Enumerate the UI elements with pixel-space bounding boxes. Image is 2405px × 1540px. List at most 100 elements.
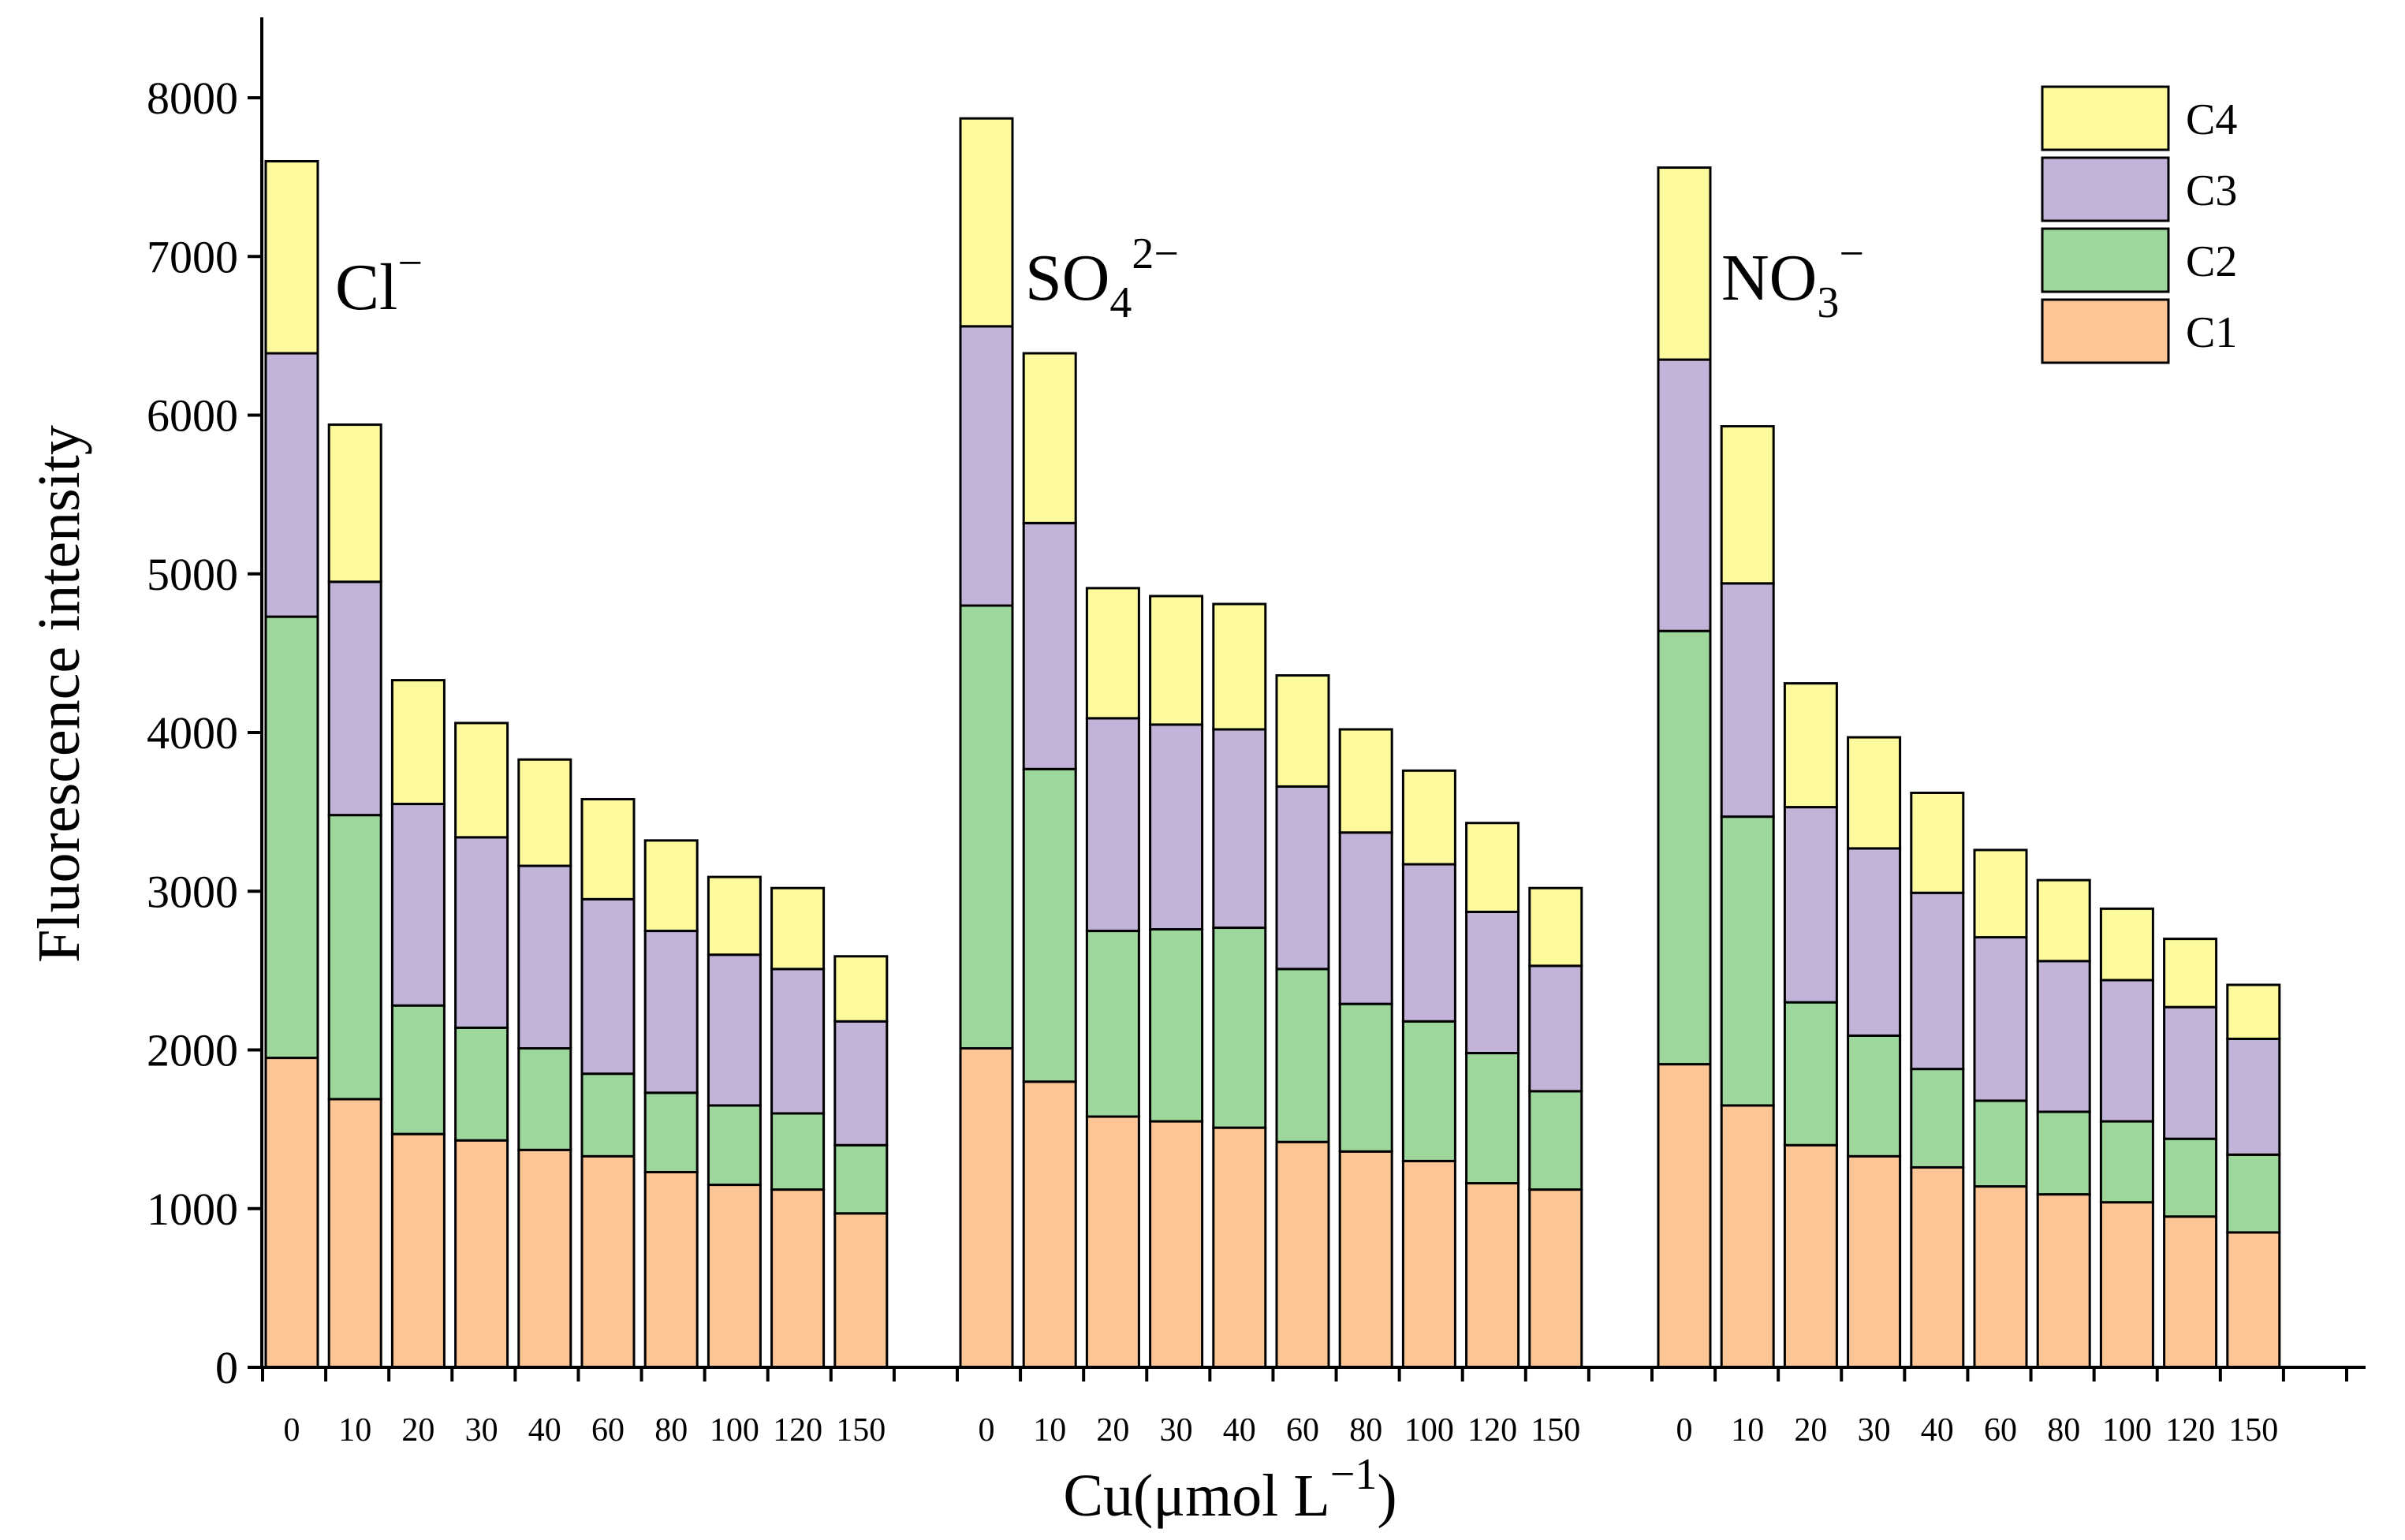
bar-2-0-c2	[959, 604, 1014, 1050]
bar-3-30-c4	[1847, 736, 1902, 850]
bar-1-30-c3	[454, 836, 509, 1029]
bar-1-30-c1	[454, 1139, 509, 1369]
bar-3-60-c4	[1973, 848, 2028, 939]
x-tick-label: 150	[836, 1412, 886, 1449]
bar-3-150-c3	[2226, 1037, 2281, 1156]
group-label: NO3−	[1721, 229, 1864, 327]
x-tick-label: 40	[528, 1412, 561, 1449]
bar-2-150-c3	[1528, 964, 1583, 1093]
x-tick-label: 10	[338, 1412, 371, 1449]
bar-2-80-c3	[1338, 831, 1393, 1005]
y-axis-title: Fluorescence intensity	[26, 425, 92, 963]
x-tick-label: 150	[1531, 1412, 1580, 1449]
bar-3-80-c4	[2036, 878, 2091, 963]
bar-2-60-c4	[1275, 674, 1330, 788]
x-tick-label: 0	[979, 1412, 995, 1449]
legend-swatch-c4	[2041, 85, 2170, 151]
bar-3-150-c4	[2226, 983, 2281, 1040]
x-tick-label: 30	[1160, 1412, 1193, 1449]
bar-1-0-c2	[264, 615, 319, 1060]
bar-3-0-c3	[1657, 358, 1712, 632]
bar-3-150-c1	[2226, 1231, 2281, 1369]
bar-1-40-c3	[517, 864, 572, 1050]
bar-3-0-c1	[1657, 1063, 1712, 1369]
x-tick-label: 30	[465, 1412, 498, 1449]
bar-3-100-c1	[2099, 1201, 2154, 1369]
y-tick-label: 5000	[147, 549, 238, 600]
bar-1-10-c4	[327, 423, 382, 584]
bar-1-150-c1	[833, 1212, 889, 1369]
y-tick-label: 7000	[147, 231, 238, 282]
x-tick-label: 80	[2047, 1412, 2080, 1449]
x-tick-label: 0	[1676, 1412, 1693, 1449]
x-axis-title: Cu(μmol L−1)	[1063, 1450, 1396, 1529]
x-tick-label: 10	[1033, 1412, 1066, 1449]
x-tick-label: 40	[1921, 1412, 1954, 1449]
bar-1-30-c2	[454, 1026, 509, 1142]
bar-3-120-c1	[2163, 1215, 2218, 1369]
x-tick-label: 100	[2102, 1412, 2152, 1449]
legend-swatch-c1	[2041, 298, 2170, 364]
x-tick-label: 20	[1096, 1412, 1129, 1449]
bar-3-30-c3	[1847, 847, 1902, 1037]
bar-1-60-c2	[580, 1072, 636, 1158]
x-tick-label: 100	[1404, 1412, 1454, 1449]
bar-1-100-c4	[707, 875, 762, 956]
bar-3-60-c1	[1973, 1185, 2028, 1369]
bar-3-10-c4	[1720, 425, 1775, 585]
bar-1-10-c2	[327, 814, 382, 1101]
bar-3-80-c1	[2036, 1193, 2091, 1369]
bar-2-60-c2	[1275, 968, 1330, 1143]
bar-3-30-c2	[1847, 1034, 1902, 1158]
y-tick-label: 3000	[147, 866, 238, 917]
legend: C4 C3 C2 C1	[2041, 85, 2237, 364]
bar-2-100-c1	[1401, 1159, 1456, 1369]
legend-swatch-c2	[2041, 227, 2170, 293]
bar-1-120-c2	[770, 1112, 826, 1191]
bar-3-30-c1	[1847, 1154, 1902, 1369]
y-tick-label: 1000	[147, 1184, 238, 1235]
bar-3-120-c4	[2163, 938, 2218, 1009]
labels-layer: 0 10 20 30 40 60 80 100 120 150 0 10 20 30 40 60 80 100 12…	[26, 229, 2278, 1529]
bar-1-100-c2	[707, 1104, 762, 1187]
bar-2-100-c2	[1401, 1020, 1456, 1162]
bar-2-10-c4	[1022, 352, 1077, 524]
x-tick-label: 20	[1794, 1412, 1827, 1449]
bar-2-10-c3	[1022, 521, 1077, 770]
bar-1-120-c4	[770, 886, 826, 971]
bar-3-20-c2	[1783, 1001, 1838, 1147]
bar-2-60-c1	[1275, 1140, 1330, 1369]
bar-1-20-c3	[390, 803, 446, 1007]
x-tick-label: 60	[1286, 1412, 1319, 1449]
bar-3-20-c4	[1783, 682, 1838, 809]
bar-3-10-c2	[1720, 815, 1775, 1107]
bar-2-80-c4	[1338, 728, 1393, 834]
bars-layer	[264, 117, 2281, 1369]
bar-1-60-c3	[580, 897, 636, 1076]
bar-3-40-c2	[1910, 1068, 1965, 1169]
bar-2-40-c1	[1212, 1126, 1267, 1369]
bar-1-0-c1	[264, 1057, 319, 1369]
group-label: SO42−	[1025, 229, 1179, 327]
bar-2-0-c3	[959, 325, 1014, 607]
bar-1-20-c2	[390, 1004, 446, 1135]
bar-1-0-c3	[264, 352, 319, 618]
bar-3-80-c2	[2036, 1110, 2091, 1196]
bar-1-40-c4	[517, 758, 572, 867]
bar-3-20-c3	[1783, 806, 1838, 1004]
bar-1-40-c1	[517, 1148, 572, 1369]
bar-1-40-c2	[517, 1046, 572, 1151]
bar-1-0-c4	[264, 160, 319, 355]
x-tick-label: 150	[2228, 1412, 2278, 1449]
x-tick-label: 120	[773, 1412, 822, 1449]
bar-3-10-c3	[1720, 582, 1775, 818]
legend-label-c3: C3	[2186, 166, 2237, 215]
x-tick-label: 80	[1349, 1412, 1382, 1449]
bar-2-80-c2	[1338, 1002, 1393, 1153]
bar-1-120-c3	[770, 968, 826, 1115]
bar-1-100-c1	[707, 1184, 762, 1369]
x-tick-label: 100	[710, 1412, 759, 1449]
bar-2-120-c1	[1465, 1182, 1520, 1369]
bar-1-60-c4	[580, 798, 636, 901]
